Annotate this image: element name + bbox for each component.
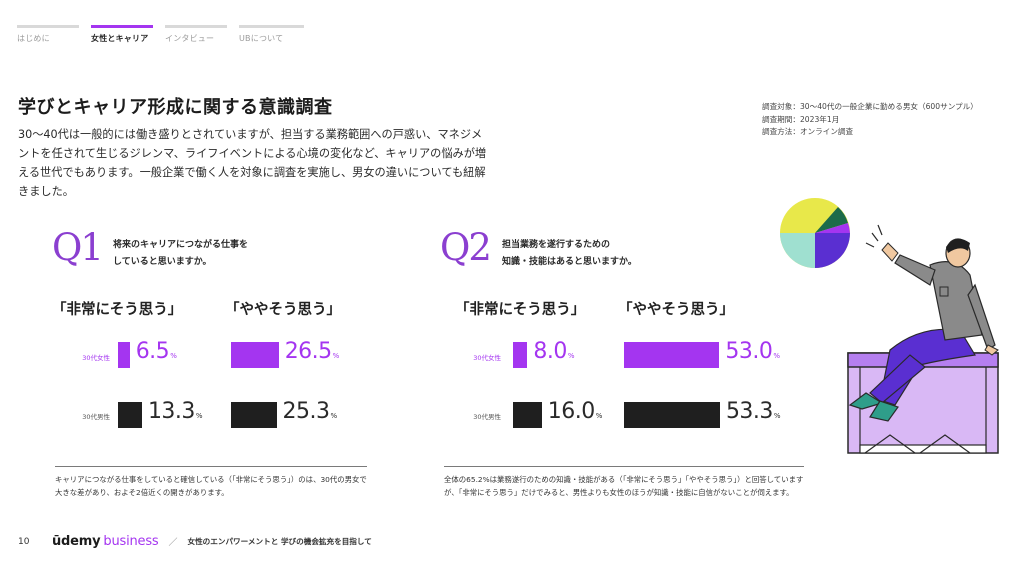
- value-number: 13.3: [147, 399, 195, 424]
- logo-sub: business: [103, 534, 159, 549]
- q1-number: Q1: [52, 226, 104, 269]
- survey-method: 調査方法：オンライン調査: [762, 127, 854, 136]
- section-tabs: はじめに 女性とキャリア インタビュー UBについて: [17, 25, 304, 44]
- q2-female-strong: 8.0%: [513, 340, 575, 368]
- q1-male-strong: 13.3%: [118, 399, 203, 428]
- value: 6.5%: [136, 340, 177, 368]
- q2-female-label: 30代女性: [473, 354, 501, 362]
- bar: [231, 342, 279, 368]
- value: 53.0%: [725, 339, 780, 368]
- value: 13.3%: [147, 399, 203, 428]
- q1-col-strong: 「非常にそう思う」: [52, 301, 183, 318]
- value: 53.3%: [725, 399, 781, 428]
- tab-label: はじめに: [17, 34, 50, 43]
- q2-col-strong: 「非常にそう思う」: [455, 301, 586, 318]
- q2-note: 全体の65.2%は業務遂行のための知識・技能がある（「非常にそう思う」「ややそう…: [444, 466, 804, 499]
- tab-about-ub[interactable]: UBについて: [239, 25, 304, 44]
- bar: [118, 402, 142, 428]
- value-number: 25.3: [282, 399, 330, 424]
- q1-text-line: していると思いますか。: [113, 257, 212, 267]
- q1-note: キャリアにつながる仕事をしていると確信している（「非常にそう思う」）のは、30代…: [55, 466, 367, 499]
- unit: %: [195, 412, 203, 420]
- value-number: 8.0: [533, 339, 567, 364]
- q1-male-label: 30代男性: [82, 413, 110, 421]
- footer-text: 女性のエンパワーメントと 学びの機会拡充を目指して: [187, 537, 372, 546]
- q2-male-somewhat: 53.3%: [624, 399, 781, 428]
- intro-text: 30〜40代は一般的には働き盛りとされていますが、担当する業務範囲への戸惑い、マ…: [18, 128, 487, 198]
- bar: [624, 342, 720, 368]
- unit: %: [595, 412, 603, 420]
- q1-male-somewhat: 25.3%: [231, 399, 338, 428]
- value-number: 53.0: [725, 339, 773, 364]
- value-number: 6.5: [135, 339, 170, 364]
- bar: [513, 342, 528, 368]
- bar: [624, 402, 720, 428]
- unit: %: [330, 412, 338, 420]
- q2-number: Q2: [440, 226, 492, 269]
- survey-period: 調査期間：2023年1月: [762, 114, 840, 124]
- unit: %: [773, 352, 780, 360]
- page-title: 学びとキャリア形成に関する意識調査: [18, 97, 333, 118]
- value: 8.0%: [533, 340, 574, 368]
- value-number: 16.0: [547, 399, 595, 424]
- q1-female-strong: 6.5%: [118, 340, 177, 368]
- person-illustration: [848, 224, 999, 422]
- pie-illustration: [780, 198, 850, 268]
- unit: %: [170, 352, 177, 360]
- bar: [513, 402, 542, 428]
- q2-text-line: 知識・技能はあると思いますか。: [502, 257, 637, 267]
- survey-meta: 調査対象：30〜40代の一般企業に勤める男女（600サンプル） 調査期間：202…: [762, 101, 978, 139]
- tab-label: 女性とキャリア: [91, 34, 149, 43]
- bar: [231, 402, 277, 428]
- value-number: 53.3: [725, 399, 773, 424]
- q2-female-somewhat: 53.0%: [624, 339, 780, 368]
- q1-col-somewhat: 「ややそう思う」: [225, 301, 341, 318]
- q2-male-label: 30代男性: [473, 413, 501, 421]
- value: 26.5%: [284, 339, 340, 368]
- q1-text: 将来のキャリアにつながる仕事を していると思いますか。: [113, 237, 303, 271]
- tab-label: UBについて: [239, 34, 284, 43]
- survey-target: 調査対象：30〜40代の一般企業に勤める男女（600サンプル）: [762, 102, 978, 111]
- value-number: 26.5: [284, 339, 332, 364]
- unit: %: [773, 412, 781, 420]
- bar: [118, 342, 130, 368]
- udemy-business-logo: ūdemy business: [52, 534, 159, 549]
- tab-women-career[interactable]: 女性とキャリア: [91, 25, 153, 44]
- q1-female-label: 30代女性: [82, 354, 110, 362]
- page-number: 10: [18, 536, 30, 547]
- q2-text: 担当業務を遂行するための 知識・技能はあると思いますか。: [502, 237, 692, 271]
- value: 16.0%: [547, 399, 603, 428]
- tab-interview[interactable]: インタビュー: [165, 25, 227, 44]
- q2-text-line: 担当業務を遂行するための: [502, 240, 611, 250]
- q1-text-line: 将来のキャリアにつながる仕事を: [113, 240, 249, 250]
- q2-male-strong: 16.0%: [513, 399, 603, 428]
- tab-label: インタビュー: [165, 34, 215, 43]
- unit: %: [567, 352, 575, 360]
- unit: %: [332, 352, 340, 360]
- footer-separator: ／: [168, 538, 178, 548]
- person-with-pie-chart-illustration: [780, 198, 999, 454]
- value: 25.3%: [282, 399, 338, 428]
- tab-intro[interactable]: はじめに: [17, 25, 79, 44]
- q2-col-somewhat: 「ややそう思う」: [618, 301, 734, 318]
- logo-main: ūdemy: [52, 534, 101, 549]
- footer: 10 ūdemy business ／ 女性のエンパワーメントと 学びの機会拡充を…: [18, 534, 372, 549]
- q1-female-somewhat: 26.5%: [231, 339, 340, 368]
